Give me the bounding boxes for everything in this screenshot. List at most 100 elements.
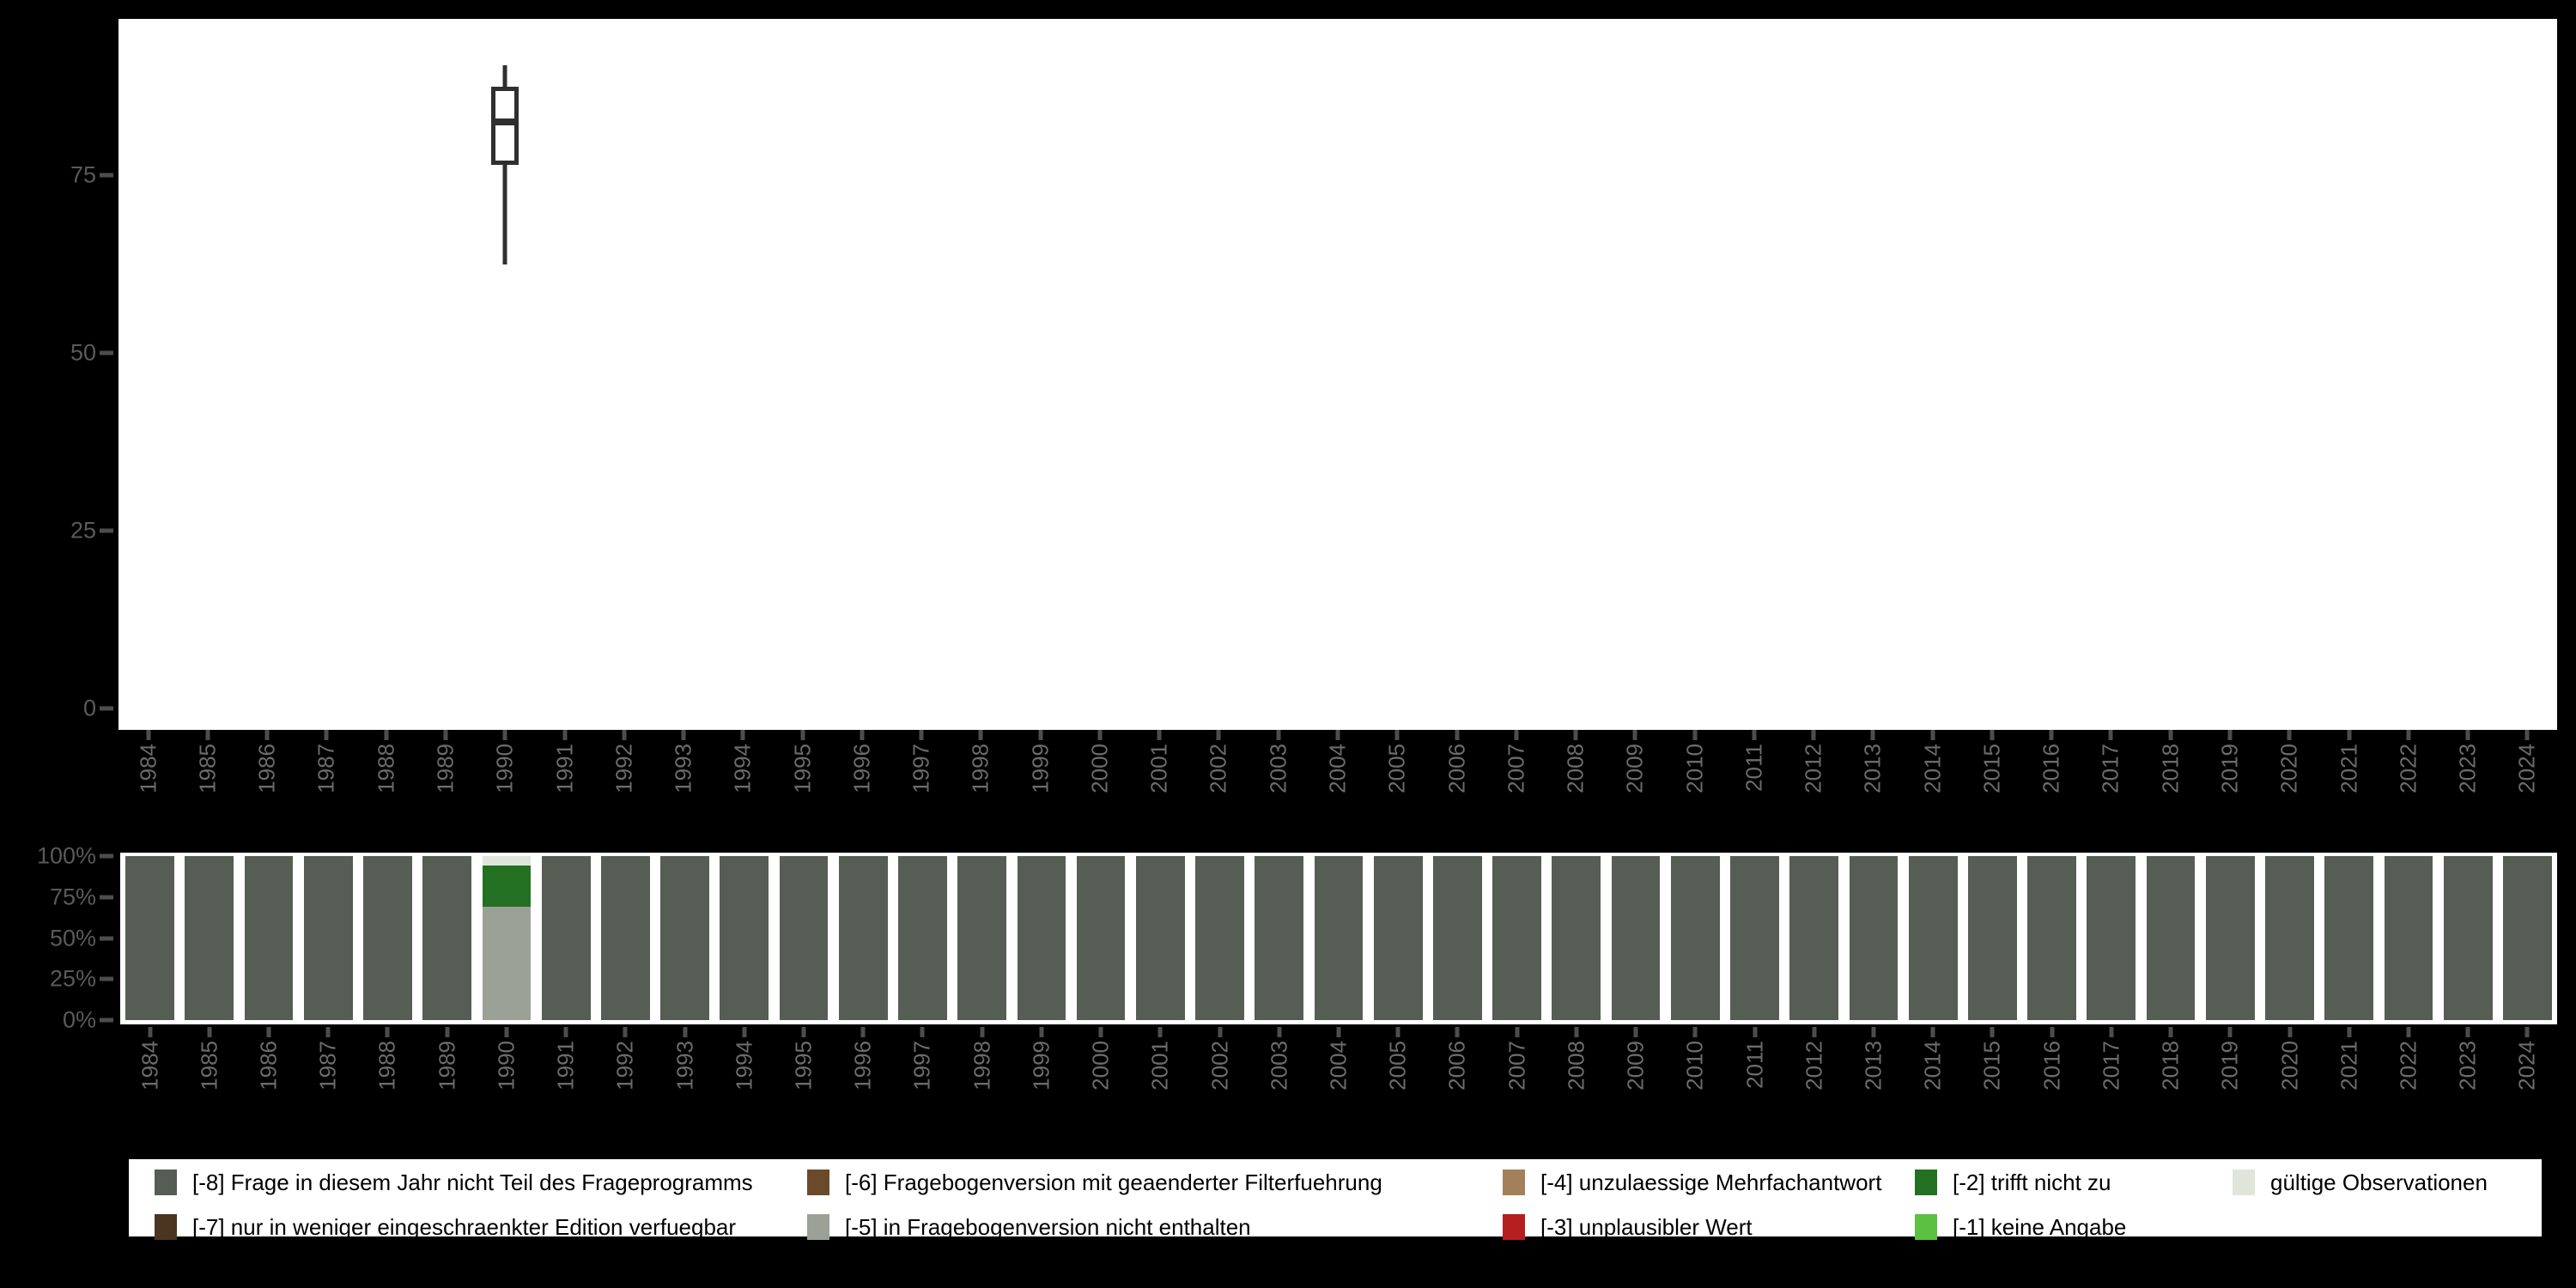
- legend-item--6[interactable]: [-6] Fragebogenversion mit geaenderter F…: [807, 1168, 1382, 1197]
- boxplot-x-tick-mark: [800, 730, 805, 740]
- legend-color-swatch: [155, 1214, 177, 1240]
- barchart-x-tick-label: 1999: [1028, 1041, 1054, 1091]
- bar-segment: [660, 856, 709, 1020]
- barchart-x-tick-mark: [860, 1027, 866, 1037]
- boxplot-x-tick-mark: [324, 730, 329, 740]
- boxplot-x-tick-label: 2002: [1205, 744, 1231, 793]
- bar-segment: [1552, 856, 1601, 1020]
- barchart-x-tick-label: 2003: [1266, 1041, 1292, 1091]
- legend-item--5[interactable]: [-5] in Fragebogenversion nicht enthalte…: [807, 1212, 1251, 1242]
- boxplot-x-tick-mark: [1038, 730, 1043, 740]
- bar-segment: [2324, 856, 2374, 1020]
- legend-item-label: [-7] nur in weniger eingeschraenkter Edi…: [192, 1213, 737, 1240]
- stacked-bar-2004: [1314, 856, 1364, 1020]
- stacked-bar-2016: [2027, 856, 2076, 1020]
- boxplot-y-tick-label: 50: [70, 339, 96, 366]
- legend-item--8[interactable]: [-8] Frage in diesem Jahr nicht Teil des…: [155, 1168, 753, 1197]
- legend-item-label: [-5] in Fragebogenversion nicht enthalte…: [845, 1213, 1251, 1240]
- legend-item-label: [-1] keine Angabe: [1953, 1213, 2127, 1240]
- barchart-x-tick-mark: [1930, 1027, 1935, 1037]
- barchart-y-axis: 100% 75% 50% 25% 0%: [0, 843, 117, 1033]
- legend: [-8] Frage in diesem Jahr nicht Teil des…: [129, 1159, 2542, 1240]
- legend-color-swatch: [807, 1214, 829, 1240]
- boxplot-x-tick-mark: [2049, 730, 2054, 740]
- boxplot-x-tick-mark: [264, 730, 270, 740]
- barchart-x-tick-mark: [980, 1027, 985, 1037]
- stacked-bar-1985: [185, 856, 234, 1020]
- barchart-x-tick-mark: [1218, 1027, 1223, 1037]
- boxplot-x-tick-mark: [2406, 730, 2411, 740]
- barchart-x-tick-label: 2021: [2336, 1041, 2362, 1091]
- stacked-bar-1993: [660, 856, 709, 1020]
- barchart-x-tick-label: 2004: [1325, 1041, 1352, 1091]
- stacked-bar-2001: [1135, 856, 1185, 1020]
- barchart-x-tick-mark: [266, 1027, 271, 1037]
- boxplot-x-tick-mark: [2108, 730, 2113, 740]
- legend-item--4[interactable]: [-4] unzulaessige Mehrfachantwort: [1503, 1168, 1881, 1197]
- barchart-x-tick-label: 2002: [1206, 1041, 1233, 1091]
- legend-item-valid[interactable]: gültige Observationen: [2233, 1168, 2488, 1197]
- bar-segment: [1076, 856, 1126, 1020]
- stacked-bar-2008: [1552, 856, 1601, 1020]
- barchart-x-tick-mark: [683, 1027, 688, 1037]
- barchart-x-tick-label: 1992: [611, 1041, 638, 1091]
- barchart-x-tick-label: 1985: [196, 1041, 222, 1091]
- boxplot-x-tick-mark: [2465, 730, 2470, 740]
- bar-segment: [244, 856, 294, 1020]
- stacked-bar-2013: [1849, 856, 1899, 1020]
- bar-segment: [125, 856, 174, 1020]
- barchart-x-tick-label: 2012: [1801, 1041, 1827, 1091]
- boxplot-upper-whisker: [502, 64, 507, 87]
- barchart-x-tick-label: 1991: [552, 1041, 579, 1091]
- boxplot-x-tick-label: 1990: [491, 744, 518, 793]
- barchart-y-tick-label: 25%: [49, 965, 96, 992]
- legend-item--1[interactable]: [-1] keine Angabe: [1915, 1212, 2126, 1242]
- boxplot-x-tick-label: 1992: [611, 744, 637, 793]
- barchart-y-tick-mark: [100, 976, 113, 981]
- stacked-bar-1989: [422, 856, 472, 1020]
- boxplot-x-tick-label: 1984: [135, 744, 161, 793]
- boxplot-x-tick-label: 2019: [2216, 744, 2243, 793]
- boxplot-x-tick-label: 1996: [848, 744, 875, 793]
- stacked-bar-1991: [541, 856, 591, 1020]
- boxplot-x-tick-label: 2008: [1562, 744, 1589, 793]
- barchart-x-tick-label: 2011: [1741, 1041, 1768, 1089]
- boxplot-plot-area: [118, 19, 2557, 730]
- bar-segment: [1670, 856, 1720, 1020]
- stacked-bar-2017: [2087, 856, 2136, 1020]
- barchart-x-tick-mark: [148, 1027, 153, 1037]
- bar-segment: [1492, 856, 1542, 1020]
- barchart-x-axis: 1984 1985 1986 1987 1988 1989 1990 1991 1992 1993…: [120, 1027, 2557, 1147]
- boxplot-y-tick-mark: [100, 706, 113, 711]
- bar-segment: [2265, 856, 2314, 1020]
- barchart-x-tick-label: 2008: [1563, 1041, 1589, 1091]
- boxplot-x-tick-label: 2024: [2513, 744, 2540, 793]
- legend-item--7[interactable]: [-7] nur in weniger eingeschraenkter Edi…: [155, 1212, 736, 1242]
- barchart-x-tick-label: 1995: [790, 1041, 817, 1091]
- boxplot-x-tick-mark: [502, 730, 507, 740]
- stacked-bar-2012: [1789, 856, 1839, 1020]
- legend-item--3[interactable]: [-3] unplausibler Wert: [1503, 1212, 1753, 1242]
- bar-segment: [1908, 856, 1958, 1020]
- barchart-x-tick-label: 1987: [314, 1041, 341, 1091]
- barchart-x-tick-mark: [2524, 1027, 2530, 1037]
- boxplot-x-tick-mark: [681, 730, 686, 740]
- barchart-x-tick-mark: [2109, 1027, 2114, 1037]
- barchart-x-tick-label: 1998: [969, 1041, 995, 1091]
- barchart-x-tick-mark: [623, 1027, 628, 1037]
- boxplot-box-1990: [491, 19, 519, 730]
- barchart-y-tick-mark: [100, 895, 113, 900]
- stacked-bar-2000: [1076, 856, 1126, 1020]
- bar-segment: [1255, 856, 1304, 1020]
- legend-item--2[interactable]: [-2] trifft nicht zu: [1915, 1168, 2111, 1197]
- stacked-bar-1995: [779, 856, 829, 1020]
- boxplot-median-line: [491, 118, 519, 126]
- stacked-bar-2005: [1373, 856, 1423, 1020]
- barchart-x-tick-label: 1988: [374, 1041, 400, 1091]
- boxplot-x-tick-mark: [978, 730, 983, 740]
- barchart-x-tick-label: 1990: [493, 1041, 519, 1091]
- barchart-x-tick-label: 2007: [1504, 1041, 1530, 1091]
- barchart-x-tick-mark: [2465, 1027, 2470, 1037]
- boxplot-x-tick-mark: [205, 730, 210, 740]
- stacked-bar-2019: [2205, 856, 2255, 1020]
